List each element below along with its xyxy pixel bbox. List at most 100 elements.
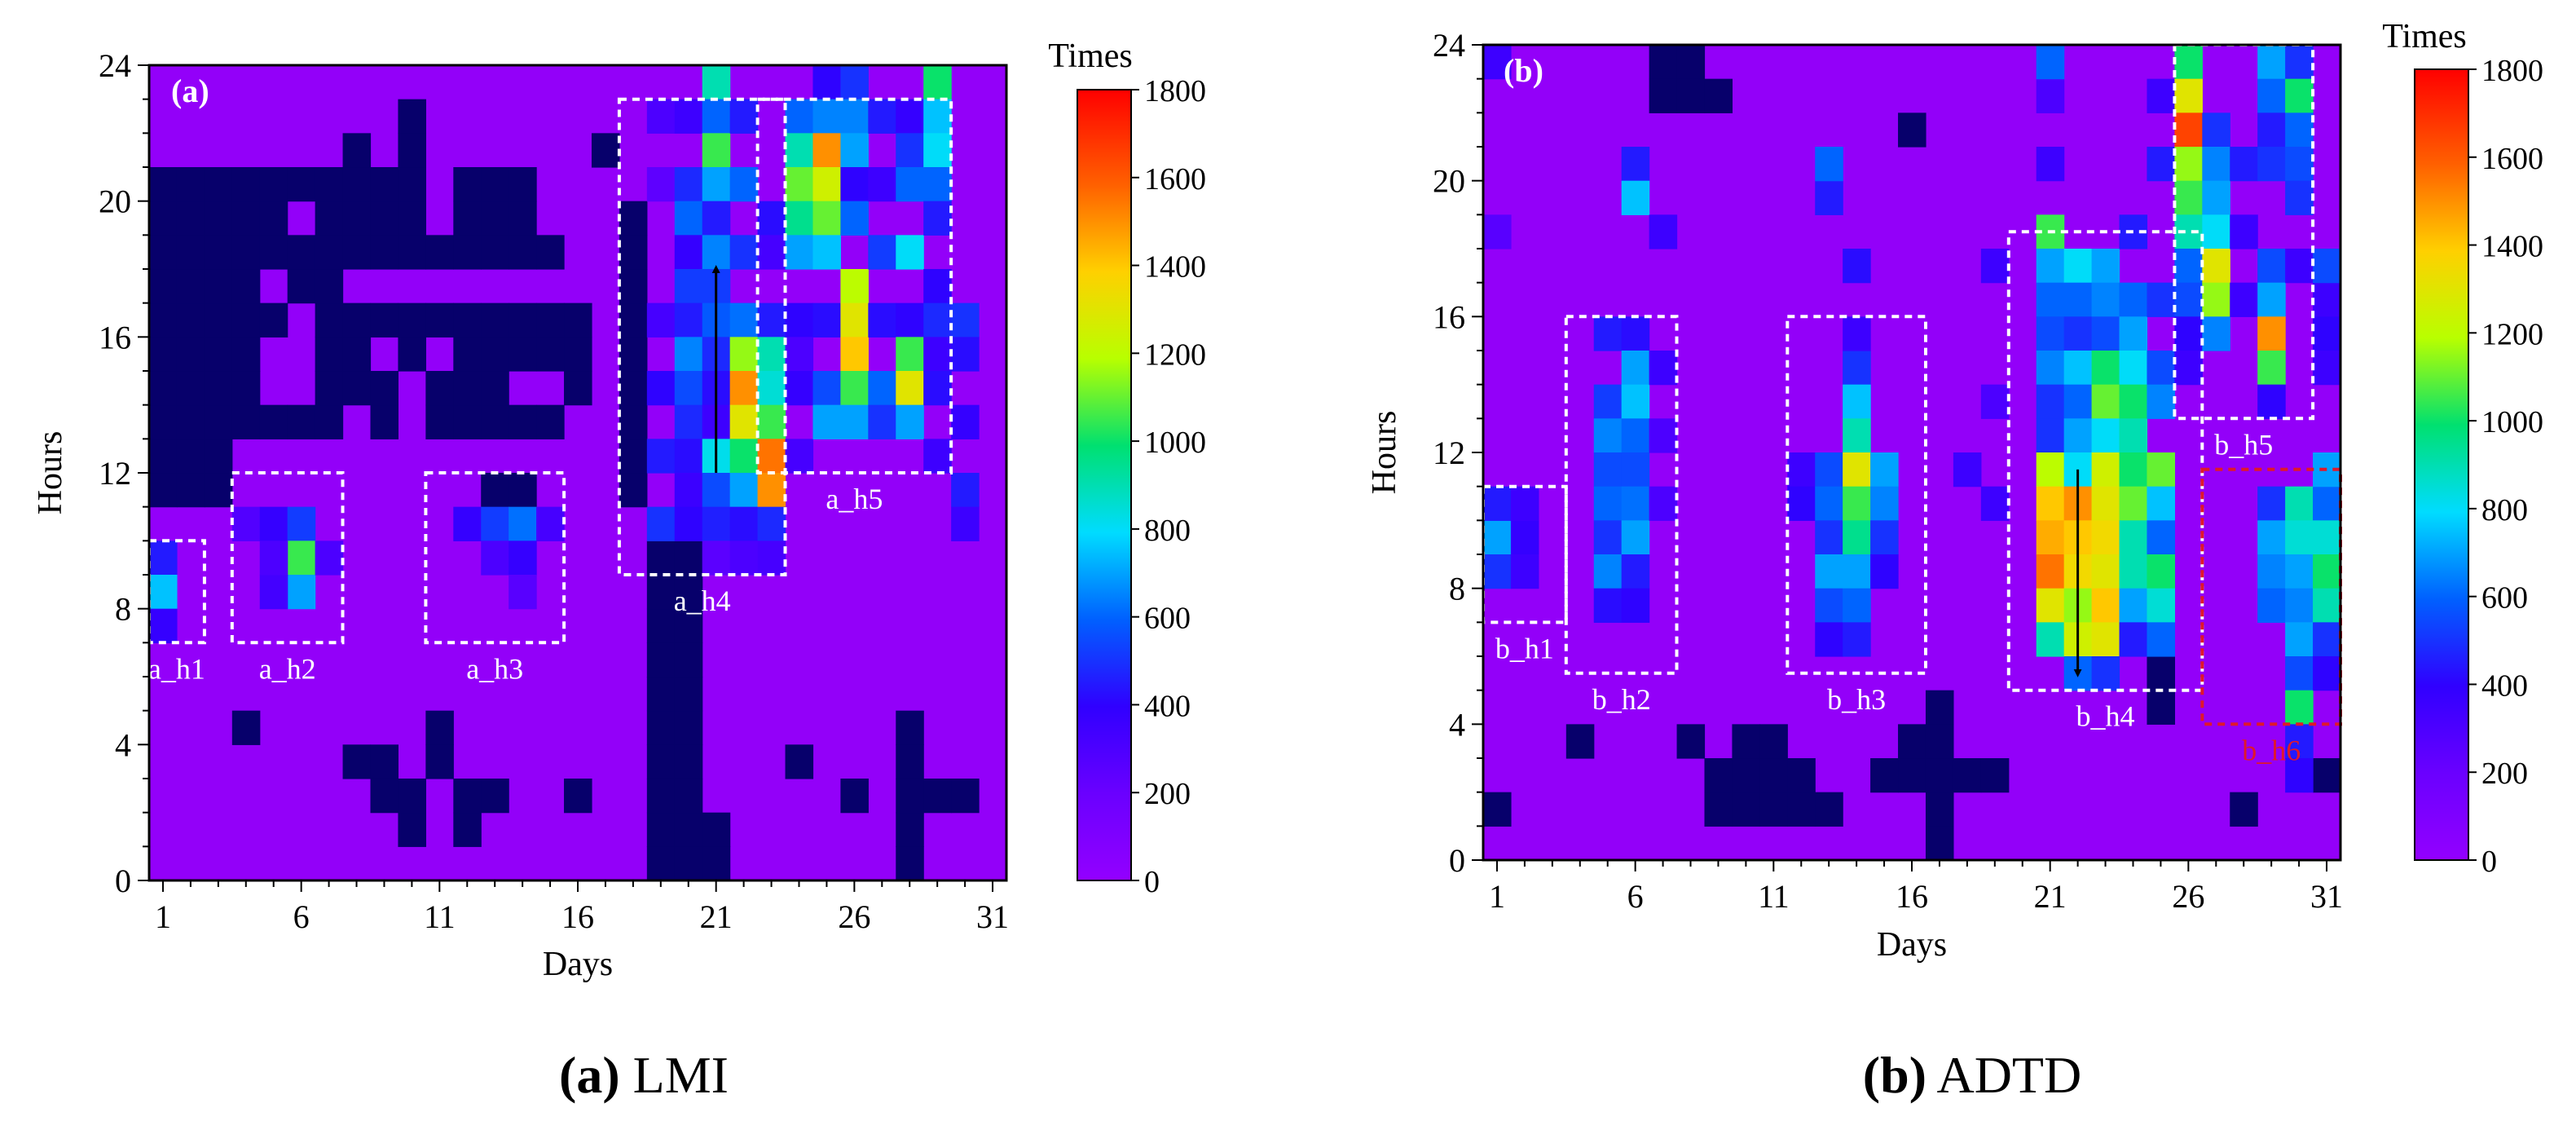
panelB-cell xyxy=(2036,588,2065,623)
panelB-cell xyxy=(2091,384,2120,419)
panelA-cell-zero xyxy=(481,337,509,372)
panelA-cell xyxy=(509,541,537,576)
panelA-cell-zero xyxy=(315,269,344,304)
panelA-cell-zero xyxy=(176,201,205,236)
panelA-cell-zero xyxy=(370,201,399,236)
panelB-y-tick-label: 12 xyxy=(1433,435,1465,471)
panelB-cell xyxy=(1843,249,1871,284)
panelA-cell xyxy=(951,506,980,541)
panelB-cell-zero xyxy=(1980,758,2010,793)
panelB-cell xyxy=(1621,147,1650,182)
panelA-cell xyxy=(840,404,869,439)
panelA-cell-zero xyxy=(204,201,233,236)
panelA-cell-zero xyxy=(923,779,952,814)
panelA-cell xyxy=(702,473,731,508)
panelA-cell-zero xyxy=(453,235,482,270)
panelB-cell xyxy=(2036,147,2065,182)
panelA-cell-zero xyxy=(342,744,372,779)
panelA-cell-zero xyxy=(619,371,648,406)
panelA-cell xyxy=(674,201,703,236)
panelB-cell xyxy=(1621,554,1650,589)
panel-a: a_h1 a_h2 a_h3a_h4a_h5 1 6 11 16 21 26 31 048121… xyxy=(32,38,1206,1104)
panelA-cell-zero xyxy=(231,167,261,202)
panelB-cell xyxy=(2285,656,2314,691)
panelA-cell-zero xyxy=(896,812,924,847)
panelB-cell xyxy=(2285,147,2314,182)
panelA-cell-zero xyxy=(398,779,426,814)
panelB-cell xyxy=(2036,520,2065,555)
panelA-colorbar-tick-label: 800 xyxy=(1144,514,1191,548)
panelA-cell-zero xyxy=(204,167,233,202)
panelA-cell-zero xyxy=(564,337,592,372)
panelA-cell-zero xyxy=(453,371,482,406)
panelB-cell-zero xyxy=(1704,758,1733,793)
panelB-cell xyxy=(1621,520,1650,555)
panelA-cell xyxy=(868,302,896,338)
panelA-cell xyxy=(702,235,731,270)
panelB-cell-zero xyxy=(1676,78,1706,113)
panelB-cell xyxy=(1815,622,1843,657)
panelA-colorbar-tick-label: 1200 xyxy=(1144,338,1206,372)
panelA-cell-zero xyxy=(646,575,676,610)
panelA-cell-zero xyxy=(536,404,565,439)
panelB-cell xyxy=(1843,418,1871,453)
panelA-annotation-box xyxy=(424,471,566,645)
panelA-cell-zero xyxy=(231,404,261,439)
panelA-cell-zero xyxy=(231,201,261,236)
panelA-cell xyxy=(868,99,896,134)
panelA-cell-zero xyxy=(619,302,648,338)
panelA-cell-zero xyxy=(231,269,261,304)
panelA-cell xyxy=(646,99,676,134)
panelA-cell xyxy=(509,575,537,610)
panelA-cell xyxy=(702,167,731,202)
panelA-cell-zero xyxy=(149,302,178,338)
panelA-cell xyxy=(868,404,896,439)
panelA-cell-zero xyxy=(204,337,233,372)
panelA-cell-zero xyxy=(176,473,205,508)
panelA-cell-zero xyxy=(646,779,676,814)
panelA-cell xyxy=(757,439,786,474)
panelB-cell-zero xyxy=(1565,724,1595,759)
panelA-cell xyxy=(757,404,786,439)
panelA-cell xyxy=(729,371,759,406)
panelA-cell-zero xyxy=(342,337,372,372)
panelB-cell xyxy=(2119,316,2148,351)
panelA-cell xyxy=(757,371,786,406)
panelA-cell xyxy=(729,235,759,270)
panelB-cell xyxy=(1815,588,1843,623)
panelB-x-tick-label: 16 xyxy=(1896,878,1928,915)
panelA-cell-zero xyxy=(425,710,454,745)
panelB-cell xyxy=(1815,520,1843,555)
panelB-cell xyxy=(1870,554,1899,589)
panelA-annotation-box xyxy=(755,97,953,474)
panelA-cell-zero xyxy=(398,133,426,168)
panelB-cell xyxy=(1953,452,1982,488)
panelA-cell-zero xyxy=(674,812,703,847)
panelA-cell xyxy=(674,99,703,134)
panelA-cell xyxy=(149,575,178,610)
panelA-cell xyxy=(868,167,896,202)
panelA-colorbar-tick-label: 0 xyxy=(1144,865,1160,899)
panelA-colorbar-tick-label: 400 xyxy=(1144,689,1191,723)
panelB-x-tick-label: 11 xyxy=(1758,878,1790,915)
panelB-cell xyxy=(2202,316,2230,351)
panelB-cell xyxy=(2063,282,2093,317)
panelA-cell-zero xyxy=(315,167,344,202)
panelA-cell xyxy=(812,99,841,134)
panelB-cell-zero xyxy=(1925,826,1954,861)
panelA-cell-zero xyxy=(370,302,399,338)
panelA-cell-zero xyxy=(259,404,288,439)
panelB-cell xyxy=(2202,180,2230,215)
panelB-cell xyxy=(2147,486,2175,521)
panelB-cell xyxy=(1621,588,1650,623)
panelB-cell xyxy=(2285,758,2314,793)
panelA-cell-zero xyxy=(315,302,344,338)
panelB-cell xyxy=(2091,588,2120,623)
panelB-cell xyxy=(2036,486,2065,521)
panelA-cell-zero xyxy=(536,302,565,338)
panelA-cell xyxy=(729,337,759,372)
panelB-cell-zero xyxy=(1732,758,1760,793)
panelB-cell xyxy=(2119,351,2148,386)
panelB-cell xyxy=(1843,452,1871,488)
